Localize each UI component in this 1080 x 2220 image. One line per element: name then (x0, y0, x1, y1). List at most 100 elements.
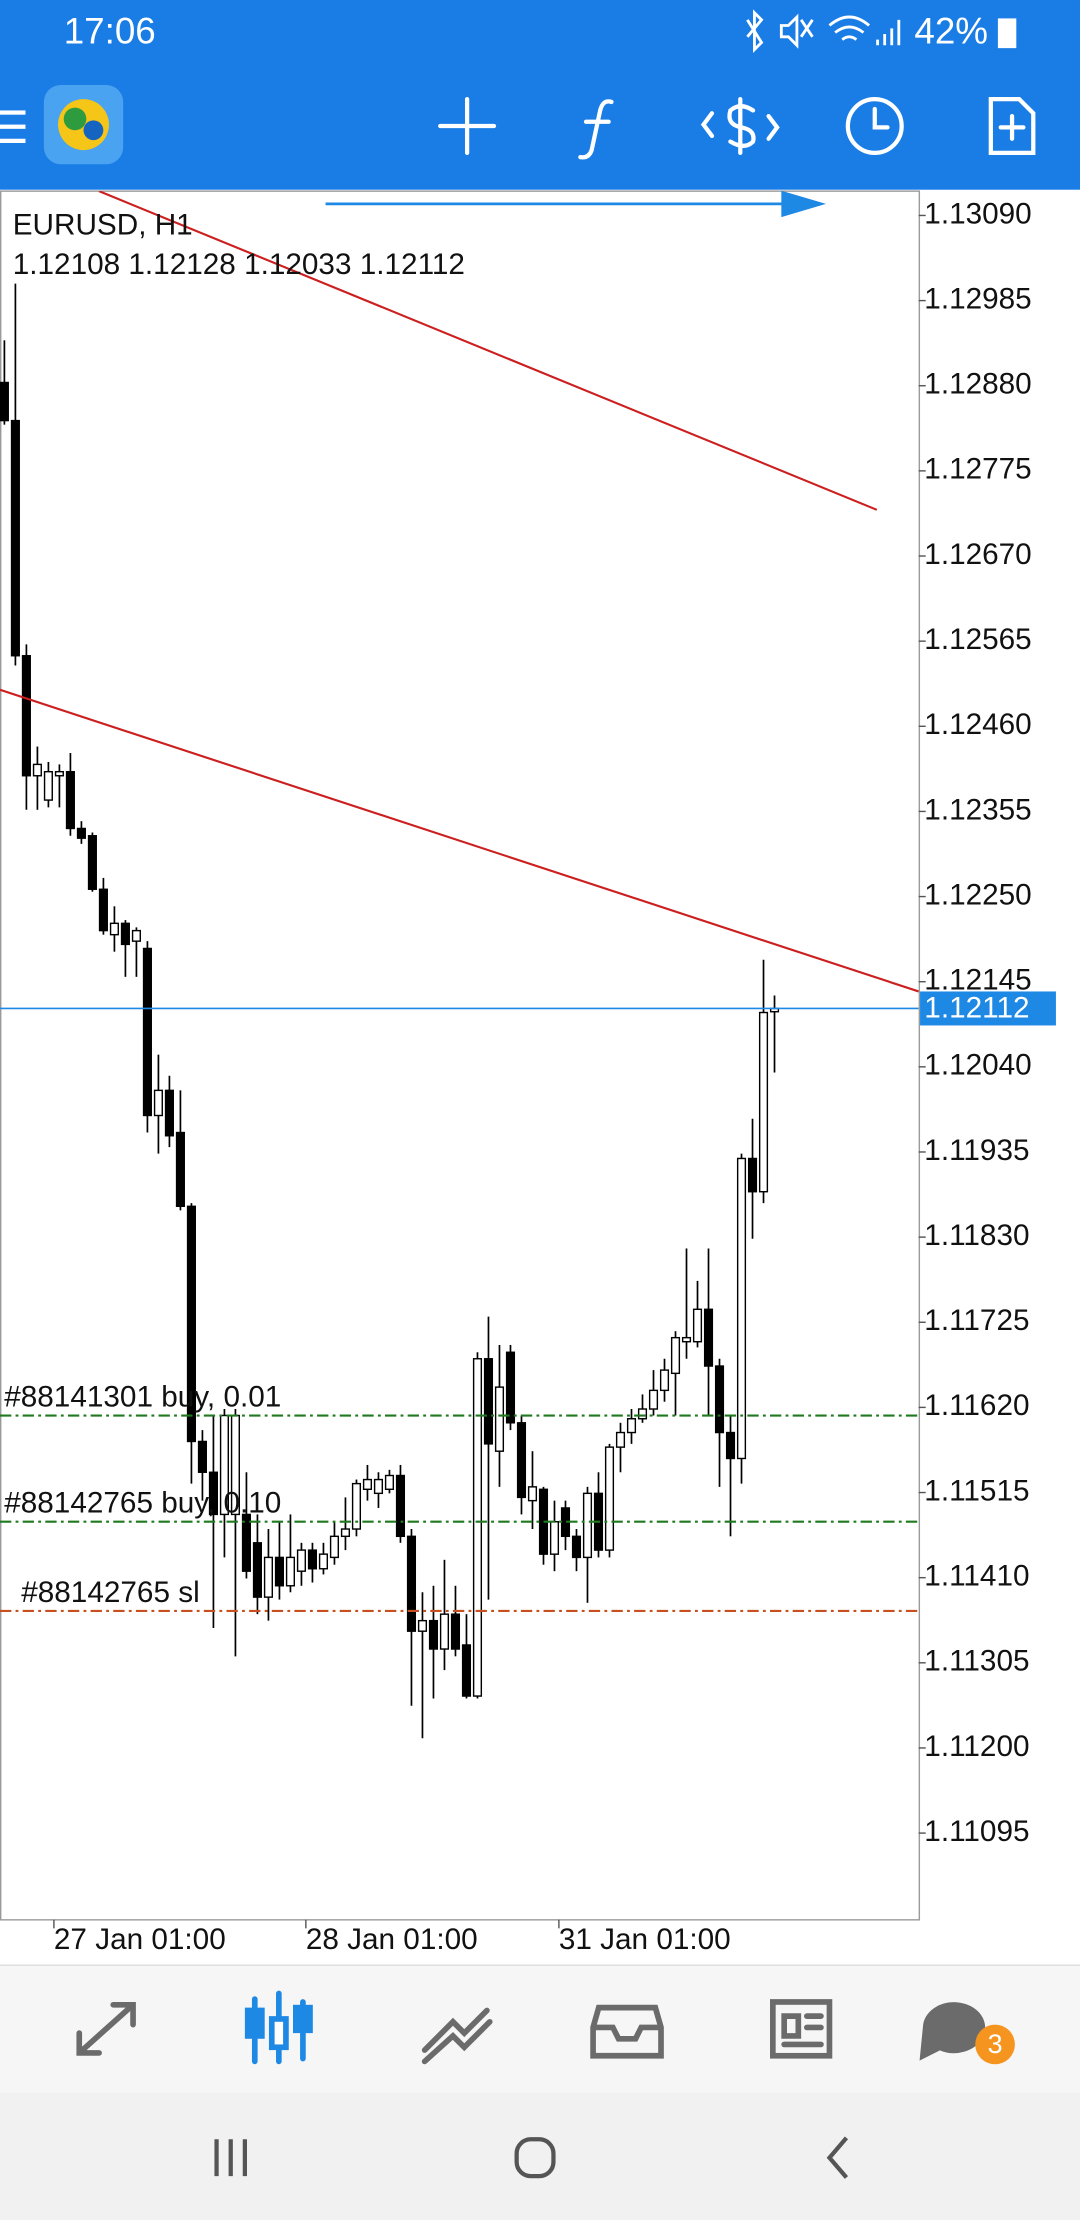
timeframe-button[interactable] (845, 96, 904, 156)
status-time: 17:06 (64, 11, 156, 52)
y-tick-label: 1.12250 (924, 878, 1031, 911)
battery-level: 42% (914, 11, 988, 52)
candle-body (604, 1446, 615, 1551)
candle-body (373, 1478, 384, 1495)
recent-apps-button[interactable] (214, 2139, 247, 2177)
chart-tab[interactable] (244, 1990, 313, 2065)
candle-body (252, 1542, 262, 1598)
x-tick-label: 31 Jan 01:00 (559, 1923, 731, 1956)
candle-body (725, 1431, 736, 1460)
candle-body (76, 827, 86, 839)
candle-body (0, 381, 9, 422)
candle-body (153, 1089, 163, 1117)
plot-area[interactable] (0, 190, 921, 1921)
candle-body (439, 1613, 450, 1650)
order-label: #88142765 sl (21, 1576, 199, 1609)
y-tick-label: 1.12565 (924, 623, 1031, 656)
status-icons (746, 9, 1017, 53)
trade-button[interactable] (700, 96, 780, 156)
bottom-nav (0, 1965, 1080, 2093)
candle-body (692, 1308, 703, 1343)
candle-body (681, 1336, 692, 1343)
candle-body (747, 1157, 758, 1193)
candle-body (65, 770, 75, 830)
candle-body (527, 1486, 538, 1502)
candle-body (615, 1431, 626, 1448)
candle-body (87, 835, 97, 890)
candle-body (329, 1535, 340, 1559)
y-tick-label: 1.11095 (924, 1815, 1029, 1848)
y-tick-label: 1.13090 (924, 197, 1031, 230)
chart-shift-marker (325, 190, 826, 218)
candle-body (43, 770, 53, 801)
candle-body (98, 888, 108, 932)
candle-body (241, 1513, 251, 1572)
current-price-label: 1.12112 (924, 992, 1029, 1025)
candle-body (362, 1478, 373, 1490)
candle-body (505, 1351, 516, 1424)
y-tick-label: 1.11305 (924, 1645, 1029, 1678)
app-logo[interactable] (43, 84, 124, 165)
candle-body (175, 1131, 185, 1208)
candle-body (549, 1521, 560, 1555)
y-tick-label: 1.12880 (924, 368, 1031, 401)
quotes-tab[interactable] (76, 2001, 136, 2056)
y-tick-label: 1.12670 (924, 538, 1031, 571)
candle-body (131, 929, 141, 942)
candle-body (384, 1474, 395, 1490)
y-tick-label: 1.12355 (924, 793, 1031, 826)
crosshair-button[interactable] (438, 96, 497, 156)
y-tick-label: 1.11935 (924, 1134, 1029, 1167)
candle-body (670, 1336, 681, 1375)
candle-body (296, 1549, 307, 1572)
back-button[interactable] (826, 2136, 849, 2179)
y-tick-label: 1.11830 (924, 1219, 1029, 1252)
candle-body (626, 1418, 637, 1434)
candle-body (450, 1613, 461, 1650)
candle-body (10, 419, 20, 657)
ohlc-info: 1.12108 1.12128 1.12033 1.12112 (13, 248, 465, 281)
candle-body (714, 1365, 725, 1434)
candle-body (263, 1556, 273, 1598)
candle-body (406, 1535, 417, 1632)
candle-body (516, 1422, 527, 1499)
candle-body (736, 1157, 747, 1460)
candle-body (318, 1553, 329, 1570)
candle-body (461, 1644, 472, 1697)
y-tick-label: 1.12145 (924, 964, 1031, 997)
candle-body (648, 1389, 659, 1410)
messages-tab[interactable] (919, 2002, 986, 2061)
y-tick-label: 1.12040 (924, 1049, 1031, 1082)
candle-body (428, 1619, 439, 1650)
candle-body (109, 922, 119, 936)
candle-body (351, 1482, 362, 1530)
candle-body (208, 1471, 218, 1516)
chart-symbol: EURUSD, H1 (13, 208, 193, 241)
home-button[interactable] (514, 2137, 556, 2179)
history-tab[interactable] (590, 2004, 664, 2059)
plot: #88141301 buy, 0.01 #88142765 buy, 0.10 #8… (0, 191, 919, 1739)
menu-button[interactable] (0, 110, 26, 143)
candle-body (582, 1492, 593, 1559)
candle-body (494, 1386, 505, 1452)
news-tab[interactable] (770, 1999, 833, 2059)
x-tick-label: 28 Jan 01:00 (306, 1923, 478, 1956)
y-tick-label: 1.12460 (924, 708, 1031, 741)
y-tick-label: 1.11410 (924, 1560, 1029, 1593)
indicators-button[interactable] (578, 99, 614, 160)
candle-body (54, 770, 64, 777)
candle-body (395, 1474, 406, 1538)
candle-body (142, 947, 152, 1117)
candle-body (340, 1528, 351, 1538)
candle-body (219, 1414, 229, 1516)
candle-body (307, 1549, 318, 1570)
new-order-button[interactable] (988, 96, 1036, 156)
system-nav (0, 2092, 1080, 2220)
candle-body (659, 1369, 670, 1392)
candle-body (417, 1619, 428, 1632)
x-tick-label: 27 Jan 01:00 (54, 1923, 226, 1956)
trend-line (0, 688, 919, 993)
candle-body (32, 763, 42, 777)
candle-body (472, 1358, 483, 1697)
trade-tab[interactable] (421, 2007, 493, 2065)
